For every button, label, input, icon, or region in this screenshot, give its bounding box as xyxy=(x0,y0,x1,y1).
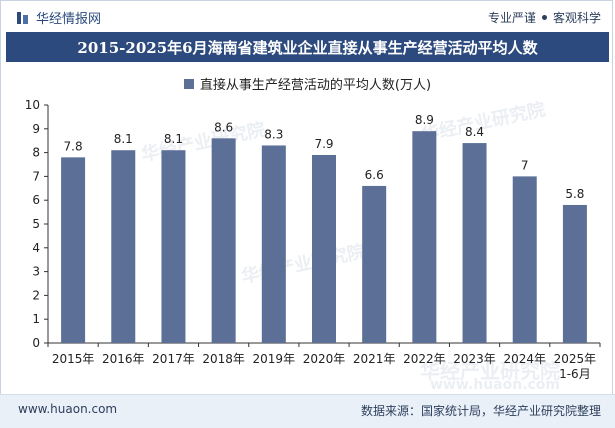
y-tick-label: 9 xyxy=(32,122,40,136)
bar xyxy=(211,138,236,343)
x-tick-label: 2018年 xyxy=(202,352,245,366)
y-tick-label: 3 xyxy=(32,265,40,279)
brand[interactable]: 华经情报网 xyxy=(16,8,101,27)
bar xyxy=(362,185,387,343)
y-tick-label: 1 xyxy=(32,312,40,326)
x-tick-label: 2019年 xyxy=(253,352,296,366)
x-tick-label: 2025年 xyxy=(554,352,597,366)
y-tick-label: 5 xyxy=(32,217,40,231)
brand-logo-icon xyxy=(16,11,30,25)
tagline-objective: 客观科学 xyxy=(552,11,601,25)
x-tick-label: 2016年 xyxy=(102,352,145,366)
footer-source: 数据来源：国家统计局，华经产业研究院整理 xyxy=(360,404,601,418)
bar xyxy=(61,157,86,343)
top-bar: 华经情报网 专业严谨 客观科学 xyxy=(0,0,615,32)
bar xyxy=(412,131,437,343)
data-label: 8.4 xyxy=(465,125,484,139)
footer: www.huaon.com 数据来源：国家统计局，华经产业研究院整理 xyxy=(0,394,615,428)
x-tick-label: 2020年 xyxy=(303,352,346,366)
data-label: 8.3 xyxy=(264,127,283,141)
x-tick-label: 2021年 xyxy=(353,352,396,366)
y-tick-label: 7 xyxy=(32,169,40,183)
bars-group xyxy=(61,131,587,343)
data-label: 7.9 xyxy=(314,137,333,151)
x-tick-label: 2022年 xyxy=(403,352,446,366)
data-labels-group: 7.8 8.1 8.1 8.6 8.3 7.9 6.6 8.9 8.4 7 5.8 xyxy=(64,113,585,201)
y-tick-label: 2 xyxy=(32,288,40,302)
data-label: 7.8 xyxy=(64,139,83,153)
tagline-professional: 专业严谨 xyxy=(487,11,536,25)
data-label: 8.1 xyxy=(164,132,183,146)
legend-label: 直接从事生产经营活动的平均人数(万人) xyxy=(199,78,432,93)
data-label: 6.6 xyxy=(365,168,384,182)
bar xyxy=(161,150,186,343)
bar xyxy=(261,145,286,343)
y-tick-label: 8 xyxy=(32,146,40,160)
tagline: 专业严谨 客观科学 xyxy=(488,9,601,26)
bar xyxy=(462,143,487,343)
legend-swatch xyxy=(183,78,194,89)
x-tick-label: 1-6月 xyxy=(559,367,591,381)
bar xyxy=(512,176,537,343)
x-tick-label: 2015年 xyxy=(52,352,95,366)
bullet-dot-icon xyxy=(541,15,547,20)
chart-title: 2015-2025年6月海南省建筑业企业直接从事生产经营活动平均人数 xyxy=(6,32,609,62)
data-label: 7 xyxy=(521,158,529,172)
x-tick-label: 2024年 xyxy=(503,352,546,366)
y-tick-label: 6 xyxy=(32,193,40,207)
bar xyxy=(562,204,587,343)
data-label: 8.6 xyxy=(214,120,233,134)
brand-name: 华经情报网 xyxy=(36,12,102,27)
data-label: 5.8 xyxy=(565,187,584,201)
footer-site-link[interactable]: www.huaon.com xyxy=(18,402,118,416)
chart-legend: 直接从事生产经营活动的平均人数(万人) xyxy=(0,74,615,93)
x-tick-label: 2017年 xyxy=(152,352,195,366)
y-tick-label: 0 xyxy=(32,336,40,350)
data-label: 8.1 xyxy=(114,132,133,146)
y-tick-label: 10 xyxy=(25,98,40,112)
y-tick-label: 4 xyxy=(32,241,40,255)
x-axis: 2015年 2016年 2017年 2018年 2019年 2020年 2021年 2022年… xyxy=(47,342,601,381)
bar xyxy=(312,154,336,343)
bar xyxy=(111,150,136,343)
data-label: 8.9 xyxy=(415,113,434,127)
x-tick-label: 2023年 xyxy=(453,352,496,366)
y-axis: 0 1 2 3 4 5 6 7 8 9 10 xyxy=(25,98,49,350)
